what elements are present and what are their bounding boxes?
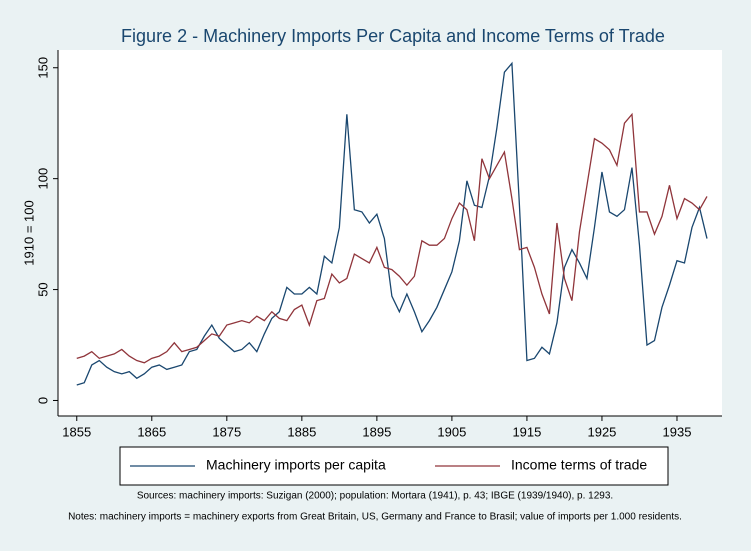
- chart-title: Figure 2 - Machinery Imports Per Capita …: [121, 26, 665, 46]
- x-tick-label: 1895: [362, 424, 391, 439]
- y-axis-label: 1910 = 100: [21, 200, 36, 265]
- plot-area: [58, 50, 722, 416]
- series-line: [76, 61, 708, 386]
- note: Notes: machinery imports = machinery exp…: [68, 512, 682, 523]
- legend: [119, 446, 669, 486]
- y-tick-label: 50: [35, 282, 50, 296]
- x-tick-label: 1865: [137, 424, 166, 439]
- x-tick-label: 1915: [512, 424, 541, 439]
- x-tick-label: 1935: [663, 424, 692, 439]
- source-note: Sources: machinery imports: Suzigan (200…: [137, 491, 613, 502]
- x-tick-label: 1905: [437, 424, 466, 439]
- y-tick-label: 100: [35, 168, 50, 190]
- series-line: [76, 112, 708, 364]
- y-tick-label: 150: [35, 57, 50, 79]
- x-tick-label: 1855: [62, 424, 91, 439]
- legend-label: Income terms of trade: [511, 457, 647, 473]
- x-tick-label: 1875: [212, 424, 241, 439]
- legend-label: Machinery imports per capita: [206, 457, 386, 473]
- y-tick-label: 0: [35, 397, 50, 404]
- x-tick-label: 1885: [287, 424, 316, 439]
- x-tick-label: 1925: [587, 424, 616, 439]
